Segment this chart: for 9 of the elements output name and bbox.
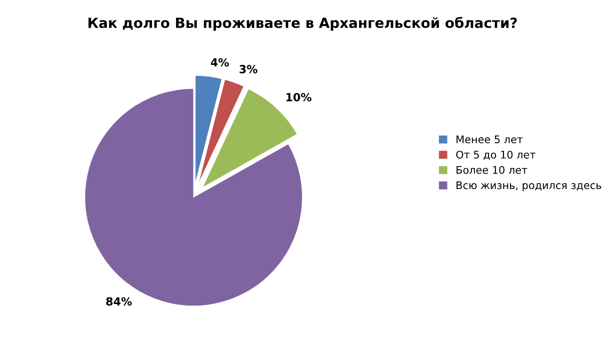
legend-label: Более 10 лет (456, 166, 528, 174)
chart-title: Как долго Вы проживаете в Архангельской области? (88, 16, 517, 31)
data-label: 10% (286, 92, 312, 102)
data-label: 3% (240, 64, 258, 74)
data-label: 4% (210, 58, 229, 67)
data-label: 84% (106, 297, 132, 306)
legend-label: Менее 5 лет (456, 136, 523, 144)
legend-label: От 5 до 10 лет (456, 150, 536, 160)
legend-label: Всю жизнь, родился здесь (456, 181, 602, 192)
